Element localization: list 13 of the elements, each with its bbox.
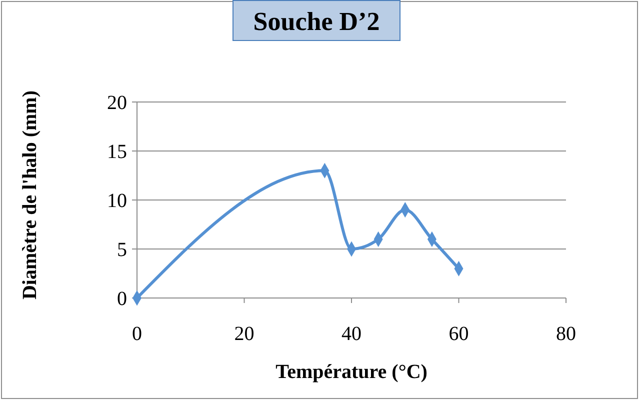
x-tick-label: 60 <box>448 323 469 345</box>
y-tick-label: 10 <box>107 190 127 212</box>
chart-title: Souche D’2 <box>253 7 380 36</box>
x-tick-label: 20 <box>234 323 254 345</box>
x-tick-label: 80 <box>556 323 576 345</box>
y-tick-label: 5 <box>117 239 127 261</box>
x-tick-label: 0 <box>132 323 142 345</box>
y-tick-label: 15 <box>107 141 127 163</box>
y-tick-label: 0 <box>117 288 127 310</box>
y-tick-label: 20 <box>107 92 127 114</box>
x-tick-label: 40 <box>342 323 362 345</box>
x-axis-title: Température (°C) <box>276 361 428 383</box>
y-axis-title: Diamètre de l'halo (mm) <box>19 90 41 300</box>
